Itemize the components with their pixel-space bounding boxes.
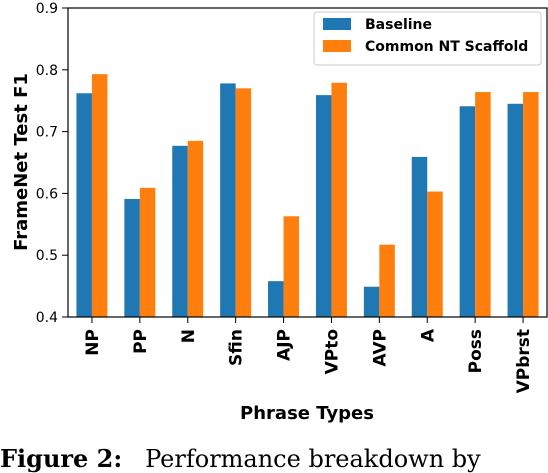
figure-label: Figure 2: [0,444,123,473]
legend-swatch-baseline [323,18,351,30]
y-tick-label: 0.6 [36,186,58,202]
bar-baseline-vpbrst [507,103,524,317]
bar-baseline-np [76,93,92,317]
bar-common-nt-scaffold-sfin [235,88,252,317]
y-axis-label: FrameNet Test F1 [11,73,32,251]
y-axis-ticks: 0.4 0.5 0.6 0.7 0.8 0.9 [36,1,68,326]
bar-common-nt-scaffold-n [187,140,204,317]
x-tick-label-vpbrst: VPbrst [514,329,534,393]
y-tick-label: 0.4 [36,310,58,326]
legend-swatch-common-nt-scaffold [323,40,351,52]
bar-baseline-avp [363,286,380,317]
x-tick-label-ajp: AJP [275,329,295,361]
bar-common-nt-scaffold-pp [139,187,156,317]
plot-frame [67,7,548,318]
x-tick-label-poss: Poss [466,329,486,373]
bar-common-nt-scaffold-np [91,74,108,317]
x-tick-label-n: N [179,329,199,343]
x-tick-label-avp: AVP [370,329,390,367]
y-tick-label: 0.7 [36,125,58,141]
y-tick-label: 0.5 [36,248,58,264]
bars-layer [76,74,539,318]
legend: Baseline Common NT Scaffold [313,11,542,66]
bar-common-nt-scaffold-ajp [283,216,300,317]
bar-baseline-n [172,145,188,317]
legend-box [313,11,542,66]
figure-caption: Figure 2: Performance breakdown by [0,444,481,473]
bar-common-nt-scaffold-avp [379,244,395,317]
x-axis-label: Phrase Types [240,403,374,424]
bar-baseline-ajp [268,281,284,317]
bar-baseline-pp [124,198,140,317]
x-axis-ticks: NP PP N Sfin AJP VPto AVP A Poss VPbrst [83,317,534,393]
x-tick-label-np: NP [83,329,103,356]
x-tick-label-a: A [418,328,438,342]
bar-chart: 0.4 0.5 0.6 0.7 0.8 0.9 NP PP N Sfin AJP VPto AVP A P… [11,1,548,424]
bar-common-nt-scaffold-vpbrst [523,92,539,317]
bar-baseline-sfin [220,83,236,318]
bar-baseline-poss [459,106,476,317]
y-tick-label: 0.9 [36,1,58,17]
x-tick-label-sfin: Sfin [227,329,247,366]
bar-baseline-vpto [315,95,332,317]
legend-label-baseline: Baseline [365,17,432,33]
x-tick-label-pp: PP [131,329,151,354]
legend-label-common-nt-scaffold: Common NT Scaffold [365,39,528,55]
bar-baseline-a [411,156,428,317]
x-tick-label-vpto: VPto [322,329,342,374]
bar-common-nt-scaffold-poss [475,92,491,317]
y-tick-label: 0.8 [36,63,58,79]
caption-text: Performance breakdown by [145,445,481,473]
bar-common-nt-scaffold-a [427,191,443,317]
bar-common-nt-scaffold-vpto [331,82,347,317]
